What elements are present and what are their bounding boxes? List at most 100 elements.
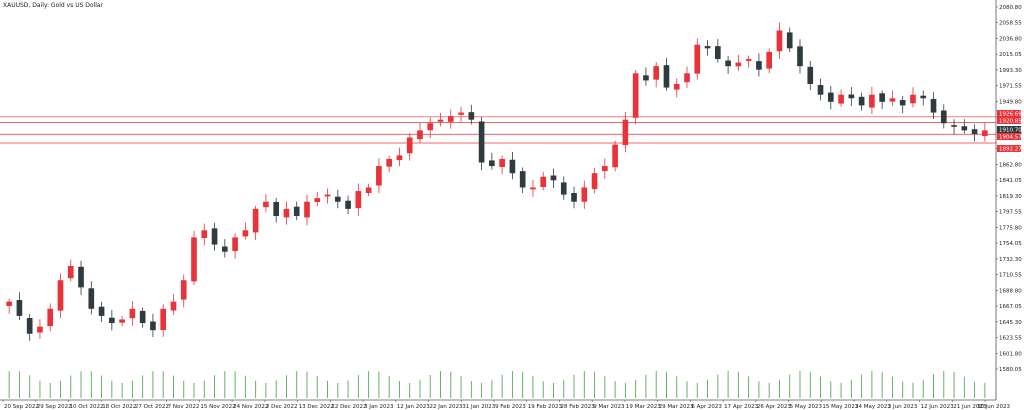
candle-body bbox=[150, 321, 156, 331]
candle bbox=[622, 111, 629, 153]
candle-body bbox=[396, 155, 403, 161]
candle bbox=[961, 119, 968, 134]
candle-body bbox=[550, 175, 557, 181]
candle-body bbox=[170, 301, 177, 311]
candle-body bbox=[16, 300, 23, 316]
x-tick-label: 13 Dec 2022 bbox=[299, 404, 334, 410]
candle bbox=[653, 61, 660, 88]
y-tick-label: 1797.55 bbox=[999, 210, 1022, 216]
y-tick-label: 1993.30 bbox=[999, 68, 1022, 74]
x-tick-label: 22 Dec 2022 bbox=[331, 404, 366, 410]
candle bbox=[519, 167, 526, 194]
candle bbox=[98, 301, 105, 322]
x-tick-label: 21 Jun 2023 bbox=[953, 404, 987, 410]
candle-body bbox=[67, 265, 74, 279]
candle-body bbox=[334, 196, 341, 202]
candle-body bbox=[283, 208, 290, 218]
candle bbox=[191, 230, 197, 286]
y-tick-label: 1580.05 bbox=[999, 367, 1022, 373]
x-tick-label: 2 Dec 2022 bbox=[266, 404, 298, 410]
candle bbox=[591, 167, 598, 194]
candle-body bbox=[827, 92, 834, 102]
x-tick-label: 20 Sep 2022 bbox=[4, 404, 39, 410]
candle bbox=[232, 233, 238, 259]
candle-body bbox=[345, 200, 351, 209]
candle-body bbox=[735, 62, 742, 67]
x-tick-label: 24 May 2023 bbox=[855, 404, 891, 410]
candle-body bbox=[509, 159, 516, 174]
candle bbox=[786, 27, 793, 52]
candle bbox=[807, 60, 814, 91]
candle bbox=[889, 90, 896, 106]
y-tick-label: 2015.05 bbox=[999, 52, 1022, 58]
candle bbox=[951, 119, 957, 135]
x-tick-label: 6 Apr 2023 bbox=[691, 404, 722, 410]
candle bbox=[6, 298, 12, 314]
price-tag: 1910.70 bbox=[997, 126, 1022, 134]
x-tick-label: 19 Feb 2023 bbox=[528, 404, 563, 410]
candle-body bbox=[139, 310, 146, 324]
candle-body bbox=[704, 46, 711, 49]
candle-body bbox=[858, 96, 865, 106]
price-tag-label: 1910.70 bbox=[999, 128, 1022, 134]
candle-body bbox=[417, 130, 423, 140]
candle bbox=[252, 205, 259, 241]
candle-body bbox=[314, 198, 321, 202]
y-tick-label: 1710.55 bbox=[999, 273, 1022, 279]
candle-body bbox=[786, 32, 793, 49]
x-tick-label: 3 Jan 2023 bbox=[364, 404, 394, 410]
candle bbox=[468, 104, 475, 125]
candle bbox=[879, 90, 885, 109]
candle-body bbox=[180, 280, 187, 300]
y-tick-label: 1732.30 bbox=[999, 257, 1022, 263]
y-tick-label: 2058.55 bbox=[999, 21, 1022, 27]
candle-body bbox=[602, 166, 608, 172]
candle bbox=[838, 89, 844, 107]
candle bbox=[714, 38, 721, 63]
candle bbox=[920, 90, 927, 106]
candle bbox=[221, 239, 228, 258]
candle bbox=[273, 198, 280, 223]
candle bbox=[417, 123, 423, 143]
candle bbox=[88, 281, 95, 315]
candle-body bbox=[201, 230, 208, 239]
candle bbox=[67, 259, 74, 282]
candle-body bbox=[920, 95, 927, 99]
candle bbox=[263, 193, 269, 213]
candle bbox=[314, 191, 321, 207]
candle-body bbox=[98, 306, 105, 316]
candle-body bbox=[694, 44, 701, 74]
x-tick-label: 29 Sep 2022 bbox=[37, 404, 72, 410]
candle bbox=[437, 113, 444, 127]
candle bbox=[930, 92, 937, 120]
candle-body bbox=[273, 201, 280, 217]
x-tick-label: 28 Feb 2023 bbox=[560, 404, 595, 410]
candle bbox=[848, 87, 855, 107]
y-tick-label: 1754.05 bbox=[999, 241, 1022, 247]
candle-body bbox=[47, 308, 54, 327]
candle-body bbox=[622, 119, 629, 146]
candle bbox=[37, 319, 43, 339]
price-tag-label: 1892.27 bbox=[999, 147, 1022, 153]
x-tick-label: 7 Nov 2022 bbox=[168, 404, 200, 410]
candle bbox=[530, 179, 536, 197]
candle bbox=[571, 186, 577, 209]
candles bbox=[6, 22, 988, 341]
candle-body bbox=[458, 112, 464, 115]
y-tick-label: 1862.80 bbox=[999, 162, 1022, 168]
candle bbox=[139, 307, 146, 328]
candle bbox=[776, 22, 783, 60]
candle-body bbox=[221, 246, 228, 252]
candle-body bbox=[160, 308, 167, 331]
candle-body bbox=[745, 59, 752, 61]
candle-body bbox=[242, 230, 249, 237]
x-tick-label: 19 Mar 2023 bbox=[626, 404, 661, 410]
candle-body bbox=[78, 266, 84, 288]
candle bbox=[581, 180, 588, 209]
candle bbox=[489, 152, 495, 170]
candle-body bbox=[817, 85, 824, 95]
volume-bars bbox=[8, 370, 986, 398]
